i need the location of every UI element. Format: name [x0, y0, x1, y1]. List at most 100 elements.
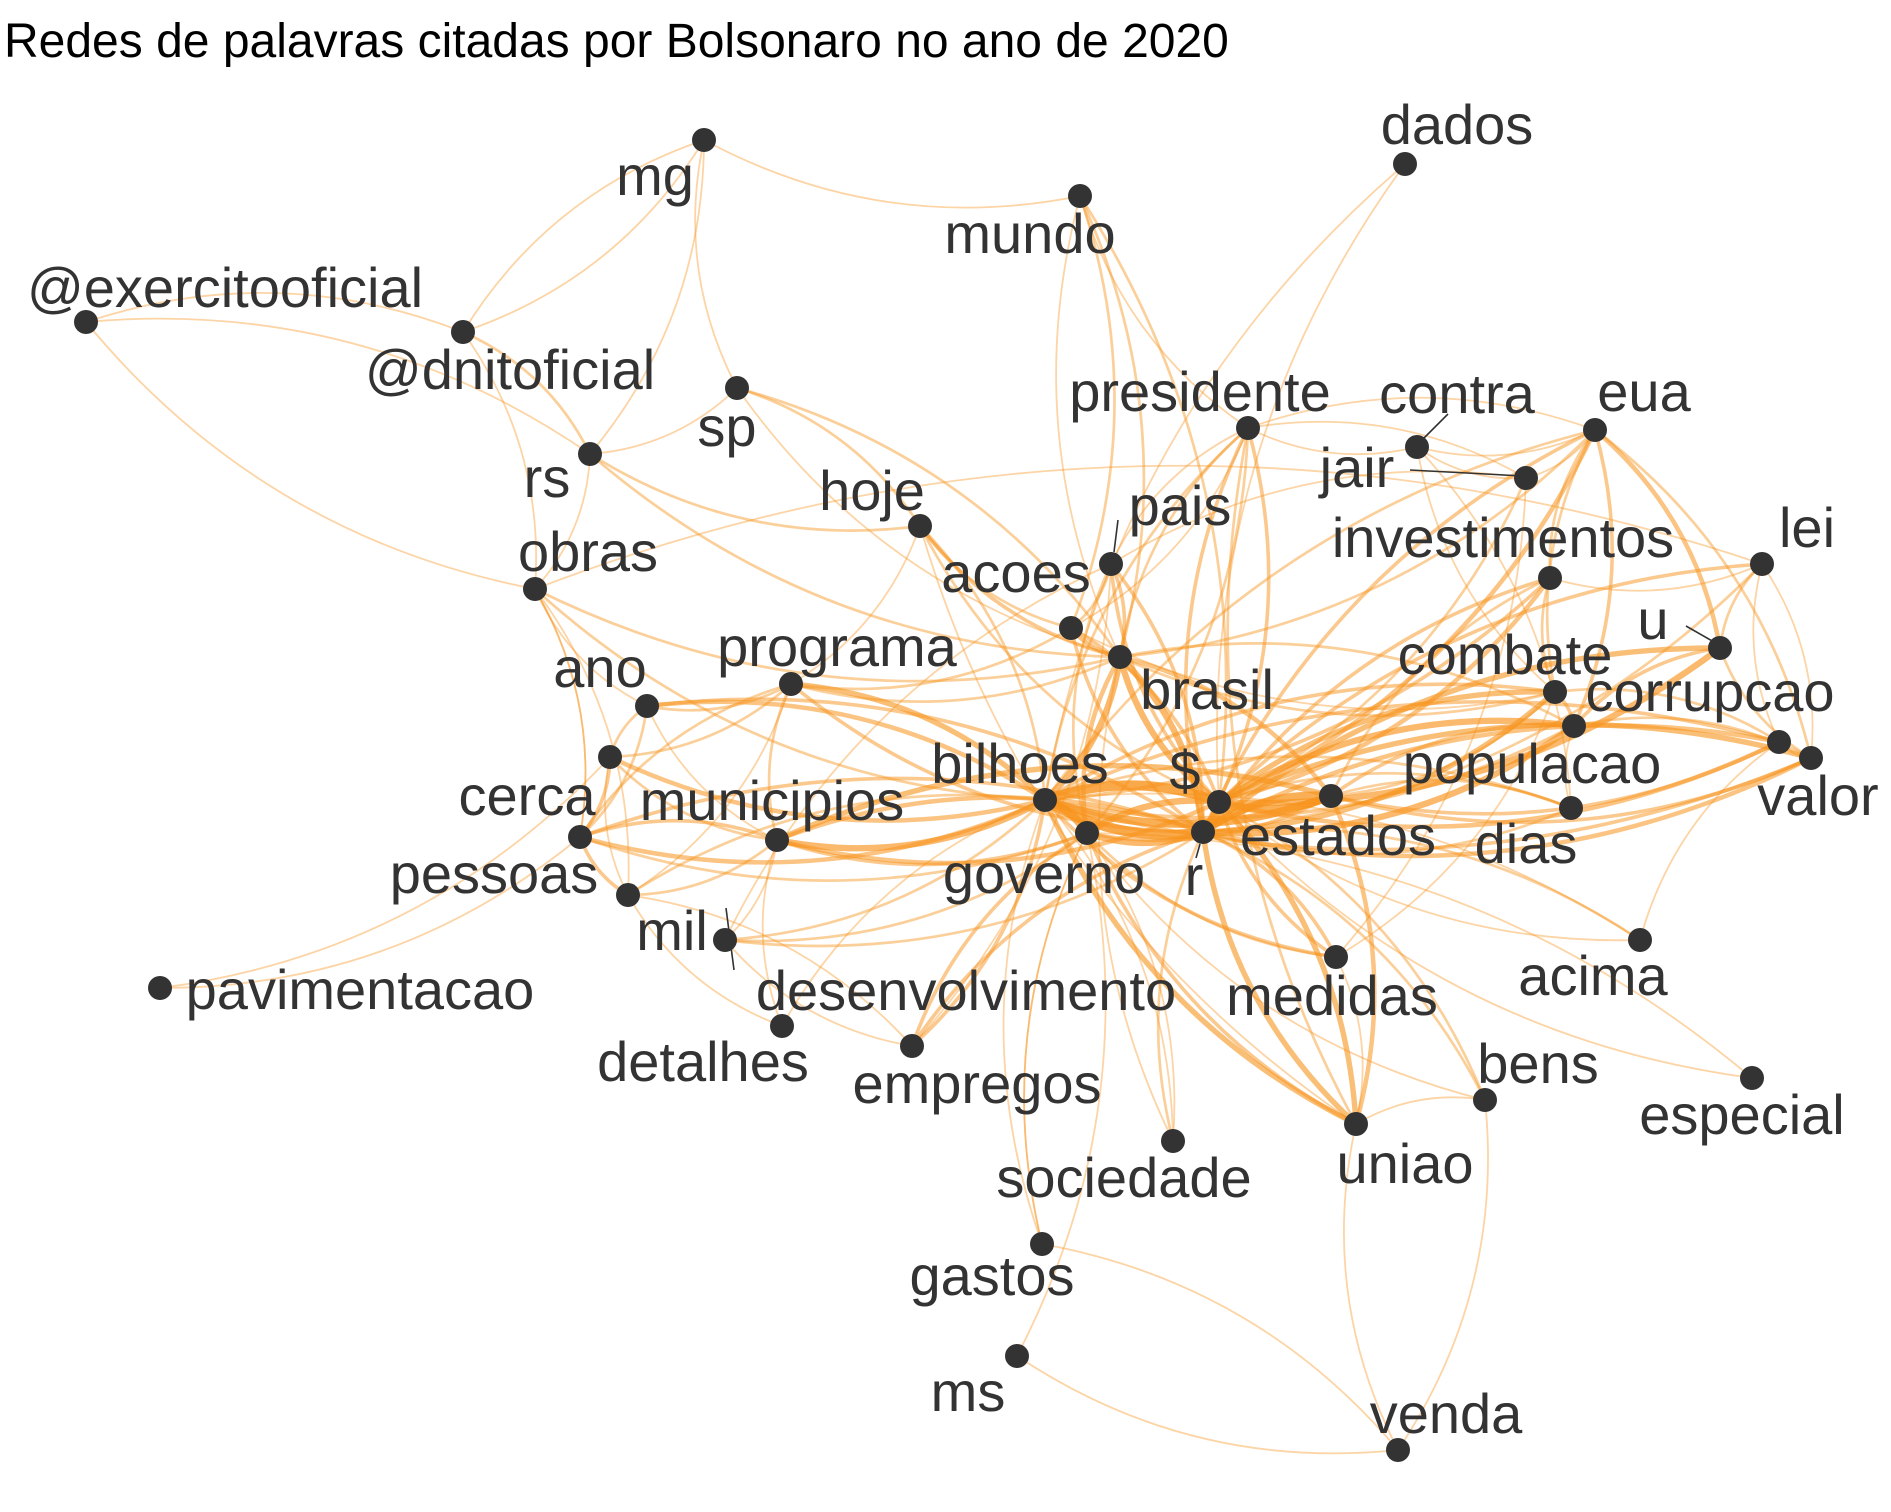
edge-investimentos-combate — [1540, 576, 1557, 694]
node-bens — [1473, 1088, 1497, 1112]
edge-ano-municipios — [646, 705, 778, 841]
node-acima — [1628, 928, 1652, 952]
edge-eua-investimentos — [1548, 428, 1597, 580]
node-label-corrupcao: corrupcao — [1585, 660, 1834, 723]
edge-hoje-rs — [588, 452, 922, 532]
edge-r-pais — [1109, 562, 1205, 834]
edge-corrupcao-u — [1572, 646, 1722, 728]
node-u — [1708, 636, 1732, 660]
node-label-acoes: acoes — [941, 541, 1090, 604]
edge-municipios-mil — [626, 838, 779, 897]
edge-municipios-detalhes — [761, 839, 783, 1027]
node-label-brasil: brasil — [1140, 658, 1274, 721]
edge-layer — [85, 139, 1814, 1455]
edge-eua-valor — [1593, 428, 1813, 760]
edge-r-brasil — [1116, 653, 1207, 836]
edge-municipios-desenvolvimento — [724, 839, 778, 941]
edge-sp-rs — [589, 387, 738, 455]
node-obras — [523, 577, 547, 601]
edge-brasil-hoje — [918, 524, 1122, 659]
edge-dollar-acima — [1218, 801, 1641, 942]
edge-bilhoes-populacao — [1043, 699, 1781, 802]
edge-dados-bilhoes — [1044, 163, 1406, 801]
edge-brasil-corrupcao — [1118, 642, 1576, 728]
edge-brasil-presidente — [1118, 426, 1250, 659]
edge-acima-populacao — [1639, 741, 1780, 941]
edge-bilhoes-obras — [533, 587, 1047, 802]
edge-gastos-venda — [1041, 1243, 1399, 1451]
node-label-pavimentacao: pavimentacao — [186, 958, 535, 1021]
edge-especial-governo — [1086, 832, 1753, 1079]
edge-dollar-uniao — [1216, 799, 1359, 1127]
node-gastos — [1030, 1232, 1054, 1256]
edge-presidente-acoes — [1070, 427, 1249, 629]
leader-pais — [1113, 519, 1119, 553]
node-label-desenvolvimento: desenvolvimento — [756, 959, 1176, 1022]
edge-presidente-uniao — [1226, 426, 1358, 1126]
edge-ms-venda — [1016, 1355, 1399, 1455]
node-sociedade — [1161, 1129, 1185, 1153]
edge-hoje-uniao — [919, 525, 1357, 1125]
node-label-sp: sp — [697, 395, 756, 458]
edge-u-valor — [1718, 646, 1813, 760]
edge-r-investimentos — [1201, 576, 1552, 834]
node-mundo — [1068, 184, 1092, 208]
node-dias — [1559, 796, 1583, 820]
leader-u — [1685, 625, 1715, 643]
node-label-contra: contra — [1379, 362, 1535, 425]
edge-contra-jair — [1416, 446, 1527, 480]
edge-r-medidas — [1201, 830, 1338, 959]
node-mg — [692, 128, 716, 152]
edge-governo-pessoas — [578, 831, 1089, 882]
node-label-medidas: medidas — [1226, 964, 1438, 1027]
edge-acoes-programa — [789, 626, 1073, 691]
leader-contra — [1419, 413, 1449, 443]
edge-eua-contra — [1416, 429, 1596, 457]
edge-estados-corrupcao — [1329, 723, 1576, 798]
edge-brasil-governo — [1081, 654, 1123, 836]
node-label-obras: obras — [518, 520, 658, 583]
node-label-uniao: uniao — [1336, 1132, 1473, 1195]
node-ano — [635, 694, 659, 718]
edge-hoje-acoes — [918, 524, 1073, 630]
node-label-bens: bens — [1477, 1032, 1598, 1095]
edge-governo-medidas — [1085, 831, 1338, 959]
edge-jair-presidente — [1247, 420, 1527, 479]
edge-dnitoficial-rs — [461, 330, 592, 456]
edge-dollar-combate — [1216, 689, 1558, 805]
node-presidente — [1236, 416, 1260, 440]
edge-cerca-municipios — [608, 755, 779, 842]
edge-governo-sociedade — [1086, 832, 1176, 1142]
node-rs — [578, 442, 602, 466]
edge-r-lei — [1201, 562, 1764, 834]
edge-r-ano — [645, 697, 1205, 834]
edge-eua-presidente — [1247, 396, 1596, 431]
node-label-dias: dias — [1475, 812, 1578, 875]
node-label-u: u — [1637, 588, 1668, 651]
edge-medidas-combate — [1335, 691, 1556, 958]
edge-dollar-pais — [1109, 562, 1221, 804]
edge-estados-valor — [1329, 756, 1813, 825]
node-ms — [1005, 1344, 1029, 1368]
edge-governo-presidente — [1085, 426, 1250, 835]
edge-dollar-mundo — [1078, 194, 1228, 804]
edge-bilhoes-detalhes — [781, 799, 1046, 1027]
edge-brasil-sp — [735, 386, 1122, 659]
node-jair — [1514, 466, 1538, 490]
edge-programa-mil — [627, 683, 792, 896]
chart-title: Redes de palavras citadas por Bolsonaro … — [4, 15, 1229, 68]
edge-bilhoes-pessoas — [577, 797, 1048, 865]
node-label-empregos: empregos — [852, 1052, 1101, 1115]
node-label-ano: ano — [553, 636, 646, 699]
edge-programa-municipios — [767, 682, 793, 842]
edge-r-uniao — [1200, 829, 1359, 1127]
edge-sociedade-brasil — [1098, 656, 1174, 1142]
edge-contra-dias — [1416, 446, 1572, 809]
node-label-mil: mil — [636, 899, 708, 962]
edge-r-empregos — [910, 830, 1205, 1048]
edge-obras-dnitoficial — [462, 331, 538, 590]
edge-bilhoes-empregos — [910, 798, 1047, 1048]
edge-brasil-programa — [789, 655, 1122, 703]
edge-mil-empregos — [627, 894, 913, 1047]
node-label-dnitoficial: @dnitoficial — [365, 338, 655, 401]
